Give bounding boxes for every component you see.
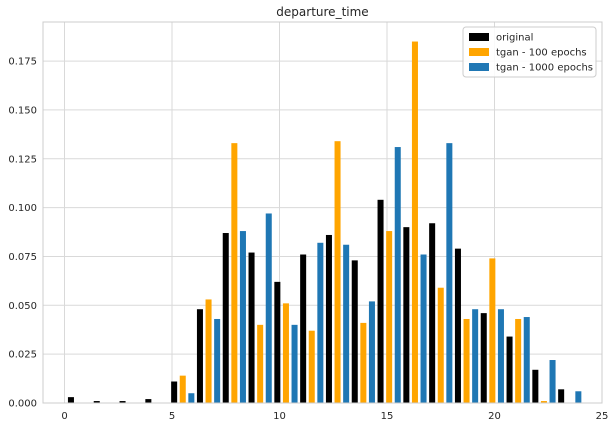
bars — [67, 41, 582, 404]
bar-original — [429, 223, 436, 403]
y-tick-label: 0.000 — [8, 399, 37, 410]
bar-tgan-100-epochs — [437, 287, 444, 403]
bar-tgan-1000-epochs — [523, 317, 530, 403]
bar-tgan-1000-epochs — [239, 231, 246, 403]
bar-tgan-100-epochs — [334, 141, 341, 403]
bar-original — [506, 336, 513, 403]
bar-original — [67, 397, 74, 403]
bar-original — [454, 248, 461, 403]
bar-original — [196, 309, 203, 403]
bar-tgan-1000-epochs — [368, 301, 375, 403]
y-axis-ticks: 0.000 0.025 0.050 0.075 0.100 0.125 0.150 0.175 — [8, 57, 37, 410]
bar-tgan-1000-epochs — [549, 360, 556, 403]
x-axis-ticks: 0 5 10 15 20 25 — [61, 411, 608, 422]
bar-tgan-1000-epochs — [497, 309, 504, 403]
legend-swatch — [469, 63, 489, 71]
legend-label: tgan - 100 epochs — [496, 48, 587, 59]
bar-tgan-1000-epochs — [265, 213, 272, 403]
bar-original — [145, 399, 152, 403]
bar-original — [532, 369, 539, 403]
plot-frame — [42, 21, 603, 404]
bar-tgan-1000-epochs — [317, 242, 324, 403]
bar-tgan-100-epochs — [282, 303, 289, 403]
x-tick-label: 15 — [381, 411, 394, 422]
bar-tgan-100-epochs — [231, 143, 238, 403]
x-tick-label: 10 — [273, 411, 286, 422]
bar-tgan-1000-epochs — [472, 309, 479, 403]
bar-tgan-100-epochs — [489, 258, 496, 403]
bar-tgan-100-epochs — [386, 231, 393, 403]
bar-original — [377, 199, 384, 403]
bar-original — [119, 401, 126, 403]
bar-original — [480, 313, 487, 403]
bar-original — [300, 254, 307, 403]
bar-original — [93, 401, 100, 403]
bar-original — [325, 234, 332, 403]
y-tick-label: 0.025 — [8, 350, 37, 361]
bar-tgan-1000-epochs — [214, 318, 221, 403]
bar-tgan-100-epochs — [515, 318, 522, 403]
y-tick-label: 0.175 — [8, 57, 37, 68]
bar-tgan-100-epochs — [360, 322, 367, 403]
bar-tgan-1000-epochs — [291, 324, 298, 403]
bar-original — [248, 252, 255, 403]
y-tick-label: 0.125 — [8, 154, 37, 165]
bar-tgan-1000-epochs — [394, 147, 401, 403]
y-tick-label: 0.050 — [8, 301, 37, 312]
legend-label: original — [496, 33, 533, 44]
bar-tgan-100-epochs — [308, 330, 315, 403]
bar-tgan-1000-epochs — [188, 393, 195, 403]
legend-label: tgan - 1000 epochs — [496, 63, 593, 74]
legend-swatch — [469, 33, 489, 41]
x-tick-label: 0 — [61, 411, 67, 422]
bar-tgan-100-epochs — [411, 41, 418, 404]
bar-tgan-1000-epochs — [575, 391, 582, 403]
y-tick-label: 0.100 — [8, 203, 37, 214]
bar-original — [171, 381, 178, 403]
bar-original — [403, 227, 410, 403]
bar-tgan-1000-epochs — [446, 143, 453, 403]
legend: original tgan - 100 epochs tgan - 1000 epo… — [462, 26, 597, 78]
bar-tgan-100-epochs — [463, 318, 470, 403]
y-tick-label: 0.150 — [8, 105, 37, 116]
bar-tgan-1000-epochs — [343, 244, 350, 403]
bar-tgan-100-epochs — [540, 401, 547, 403]
bar-original — [558, 389, 565, 403]
bar-tgan-100-epochs — [205, 299, 212, 403]
legend-swatch — [469, 48, 489, 56]
chart-title: departure_time — [276, 5, 368, 19]
legend-box — [462, 26, 597, 78]
bar-tgan-100-epochs — [179, 375, 186, 403]
bar-original — [351, 260, 358, 403]
y-tick-label: 0.075 — [8, 252, 37, 263]
bar-original — [274, 281, 281, 403]
bar-tgan-1000-epochs — [420, 254, 427, 403]
x-tick-label: 25 — [596, 411, 609, 422]
x-tick-label: 5 — [169, 411, 175, 422]
x-tick-label: 20 — [488, 411, 501, 422]
bar-tgan-100-epochs — [257, 324, 264, 403]
bar-original — [222, 233, 229, 403]
